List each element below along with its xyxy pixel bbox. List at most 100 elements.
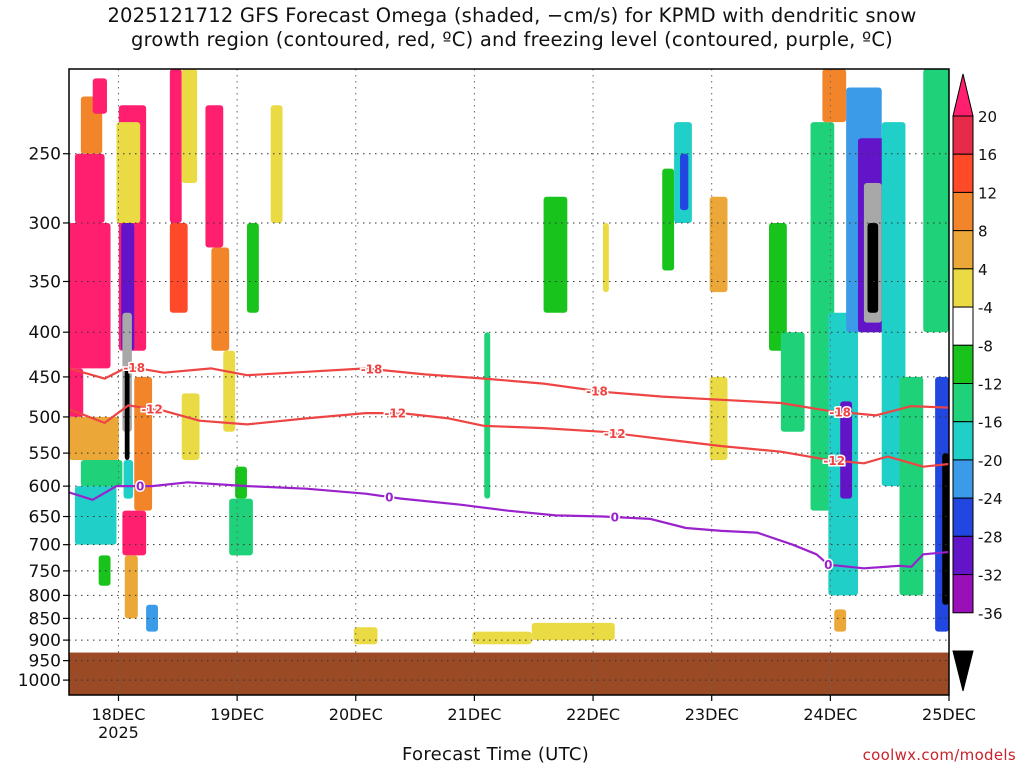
omega-cell bbox=[124, 368, 130, 460]
credit-link[interactable]: coolwx.com/models bbox=[862, 746, 1016, 764]
contour-line bbox=[69, 365, 949, 417]
colorbar-label: -8 bbox=[978, 337, 993, 355]
colorbar-box bbox=[952, 306, 974, 346]
omega-cell bbox=[116, 122, 141, 223]
colorbar-label: -24 bbox=[978, 490, 1003, 508]
y-tick-label: 650 bbox=[29, 508, 61, 528]
omega-cell bbox=[472, 631, 532, 645]
contour-label: 0 bbox=[385, 490, 393, 504]
omega-cell bbox=[181, 393, 200, 460]
omega-cell bbox=[662, 168, 675, 271]
omega-cell bbox=[353, 627, 378, 645]
omega-cell bbox=[80, 459, 123, 487]
omega-cell bbox=[211, 247, 230, 351]
x-axis-label: Forecast Time (UTC) bbox=[402, 744, 590, 765]
colorbar-box bbox=[952, 574, 974, 614]
plot-frame bbox=[68, 68, 950, 696]
colorbar-label: -36 bbox=[978, 605, 1003, 623]
y-tick-label: 550 bbox=[29, 444, 61, 464]
omega-cell bbox=[205, 105, 224, 248]
colorbar-box bbox=[952, 383, 974, 423]
x-tick-sublabel: 2025 bbox=[98, 723, 139, 742]
colorbar-box bbox=[952, 421, 974, 461]
omega-cell bbox=[899, 376, 924, 596]
colorbar-box bbox=[952, 153, 974, 193]
colorbar-label: -4 bbox=[978, 299, 993, 317]
contour-label: -12 bbox=[604, 427, 626, 441]
x-tick-label: 24DEC bbox=[803, 705, 857, 724]
y-tick-label: 850 bbox=[29, 609, 61, 629]
y-tick-label: 700 bbox=[29, 536, 61, 556]
omega-cell bbox=[942, 453, 949, 605]
omega-cell bbox=[543, 196, 568, 313]
x-tick-label: 19DEC bbox=[210, 705, 264, 724]
contour-label: 0 bbox=[824, 558, 832, 572]
colorbar-box bbox=[952, 344, 974, 384]
y-tick-label: 950 bbox=[29, 652, 61, 672]
omega-cell bbox=[270, 105, 283, 223]
omega-cell bbox=[602, 222, 609, 293]
x-tick-label: 20DEC bbox=[329, 705, 383, 724]
y-tick-label: 1000 bbox=[18, 671, 61, 691]
y-tick-label: 450 bbox=[29, 368, 61, 388]
omega-cell bbox=[146, 604, 158, 632]
contour-label: -18 bbox=[586, 384, 608, 398]
omega-cell bbox=[92, 78, 107, 114]
omega-cell bbox=[709, 196, 728, 293]
omega-cell bbox=[181, 69, 198, 183]
colorbar-box bbox=[952, 191, 974, 232]
omega-cell bbox=[923, 69, 949, 333]
colorbar-label: 16 bbox=[978, 146, 997, 164]
terrain-fill bbox=[69, 652, 949, 695]
omega-cell bbox=[769, 222, 787, 351]
y-tick-label: 500 bbox=[29, 408, 61, 428]
omega-cell bbox=[69, 416, 119, 460]
contour-label: -12 bbox=[823, 454, 845, 468]
contour-line bbox=[69, 481, 949, 570]
omega-cell bbox=[169, 222, 188, 313]
colorbar-label: -12 bbox=[978, 376, 1003, 394]
contour-label: 0 bbox=[136, 480, 144, 494]
contour-label: 0 bbox=[611, 511, 619, 525]
chart-title: 2025121712 GFS Forecast Omega (shaded, −… bbox=[0, 4, 1024, 52]
contour-label: -12 bbox=[384, 407, 406, 421]
omega-cell bbox=[134, 376, 153, 511]
omega-cell bbox=[229, 498, 253, 556]
omega-cell bbox=[834, 609, 847, 632]
y-tick-label: 750 bbox=[29, 562, 61, 582]
contour-label: -18 bbox=[829, 405, 851, 419]
omega-cell bbox=[246, 222, 259, 313]
omega-cell bbox=[822, 69, 847, 123]
x-tick-label: 22DEC bbox=[566, 705, 620, 724]
omega-cell bbox=[235, 466, 247, 499]
colorbar-label: 8 bbox=[978, 223, 988, 241]
y-tick-label: 400 bbox=[29, 323, 61, 343]
omega-cell bbox=[709, 376, 728, 460]
colorbar-box bbox=[952, 535, 974, 576]
colorbar-label: -20 bbox=[978, 452, 1003, 470]
omega-cell bbox=[123, 459, 134, 499]
omega-cell bbox=[98, 555, 111, 586]
y-tick-label: 350 bbox=[29, 272, 61, 292]
contour-label: -18 bbox=[123, 361, 145, 375]
omega-cell bbox=[867, 222, 879, 313]
colorbar-box bbox=[952, 459, 974, 499]
omega-cell bbox=[122, 510, 147, 556]
colorbar-label: 20 bbox=[978, 108, 997, 126]
omega-cell bbox=[69, 368, 84, 417]
title-line-1: 2025121712 GFS Forecast Omega (shaded, −… bbox=[107, 4, 917, 27]
omega-cell bbox=[680, 153, 689, 211]
contour-label: -12 bbox=[141, 402, 163, 416]
colorbar-label: -16 bbox=[978, 414, 1003, 432]
colorbar-box bbox=[952, 115, 974, 155]
omega-cell bbox=[484, 332, 491, 499]
omega-cell bbox=[69, 222, 111, 369]
colorbar-top-arrow bbox=[952, 73, 974, 117]
colorbar-box bbox=[952, 230, 974, 270]
colorbar-box bbox=[952, 268, 974, 308]
contour-line bbox=[69, 404, 949, 468]
omega-cell bbox=[74, 153, 105, 223]
omega-cell bbox=[840, 401, 853, 499]
x-tick-label: 18DEC bbox=[91, 705, 145, 724]
